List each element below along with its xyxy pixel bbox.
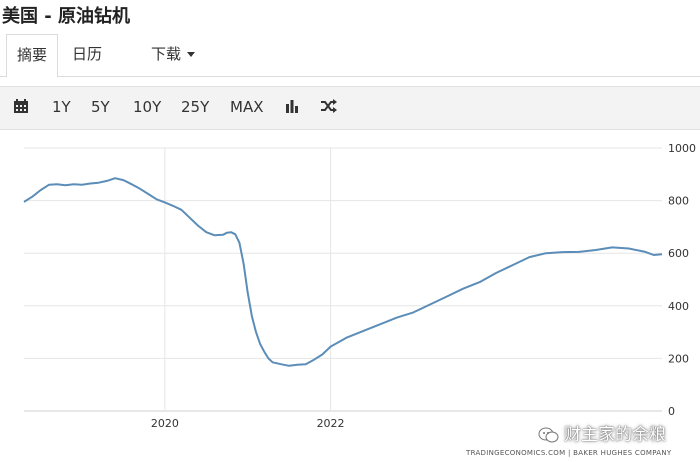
series-line bbox=[23, 177, 663, 367]
watermark: 财主家的余粮 bbox=[538, 420, 666, 445]
tab-calendar[interactable]: 日历 bbox=[72, 34, 102, 76]
wechat-icon bbox=[538, 427, 560, 443]
y-axis: 1000 800 600 400 200 0 bbox=[668, 142, 696, 418]
chart-series bbox=[23, 177, 663, 367]
y-tick-label: 600 bbox=[668, 247, 689, 260]
x-axis: 2020 2022 bbox=[151, 417, 345, 430]
chevron-down-icon bbox=[187, 52, 196, 57]
y-tick-label: 400 bbox=[668, 300, 689, 313]
source-credit: TRADINGECONOMICS.COM | BAKER HUGHES COMP… bbox=[465, 449, 672, 457]
range-25y-button[interactable]: 25Y bbox=[181, 98, 210, 116]
range-1y-button[interactable]: 1Y bbox=[52, 98, 71, 116]
watermark-text: 财主家的余粮 bbox=[564, 425, 666, 445]
y-tick-label: 0 bbox=[668, 405, 675, 418]
tab-download-label: 下载 bbox=[151, 45, 182, 63]
chart-toolbar: 1Y 5Y 10Y 25Y MAX bbox=[0, 86, 700, 130]
range-max-button[interactable]: MAX bbox=[230, 98, 264, 116]
range-10y-button[interactable]: 10Y bbox=[133, 98, 162, 116]
x-tick-label: 2022 bbox=[317, 417, 345, 430]
chart-grid bbox=[24, 147, 662, 412]
tab-download[interactable]: 下载 bbox=[151, 34, 196, 76]
page-title: 美国 - 原油钻机 bbox=[2, 6, 131, 27]
tab-bar: 摘要 日历 下载 bbox=[0, 34, 700, 78]
bar-chart-icon[interactable] bbox=[285, 99, 299, 115]
calendar-icon[interactable] bbox=[13, 98, 29, 116]
y-tick-label: 200 bbox=[668, 352, 689, 365]
y-tick-label: 800 bbox=[668, 195, 689, 208]
tab-summary-label: 摘要 bbox=[16, 46, 47, 64]
range-5y-button[interactable]: 5Y bbox=[91, 98, 110, 116]
y-tick-label: 1000 bbox=[668, 142, 696, 155]
shuffle-icon[interactable] bbox=[320, 99, 338, 115]
oil-rigs-chart: 1000 800 600 400 200 0 2020 2022 TRADINGECONOM… bbox=[23, 142, 696, 457]
tab-summary[interactable]: 摘要 bbox=[6, 34, 58, 78]
x-tick-label: 2020 bbox=[151, 417, 179, 430]
tab-calendar-label: 日历 bbox=[72, 45, 103, 63]
